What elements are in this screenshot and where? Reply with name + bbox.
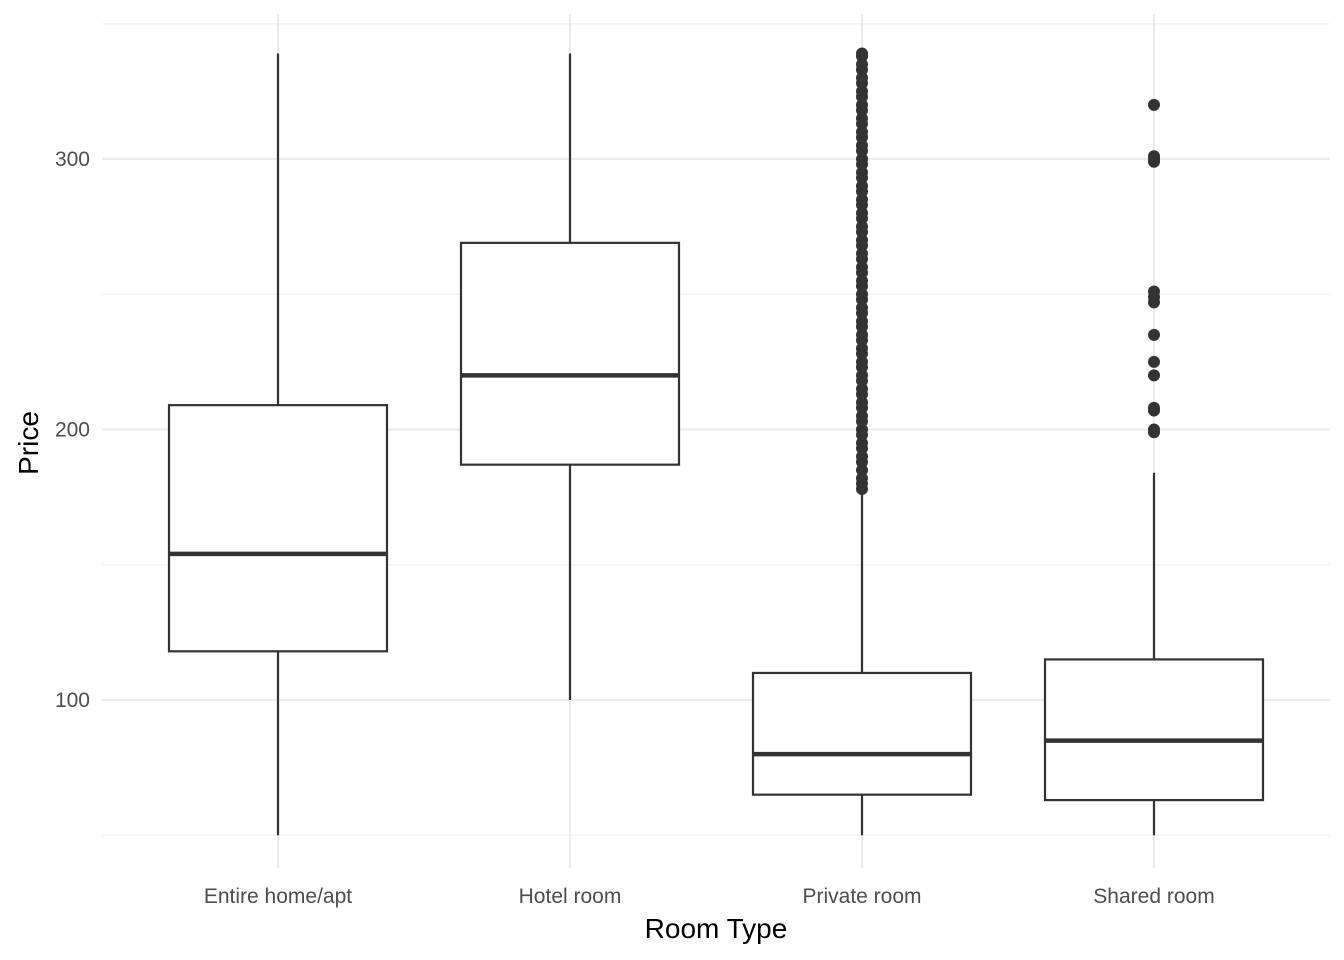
outlier-point — [1148, 355, 1160, 368]
outlier-point — [1148, 98, 1160, 111]
box-hotel-room — [459, 53, 681, 700]
x-tick-label: Shared room — [1093, 885, 1214, 908]
y-tick-label: 300 — [55, 148, 90, 171]
outlier-point — [856, 47, 868, 60]
box-private-room — [751, 47, 973, 836]
iqr-box — [1043, 658, 1265, 802]
outlier-point — [1148, 328, 1160, 341]
x-tick-label: Hotel room — [519, 885, 622, 908]
x-tick-label: Private room — [802, 885, 921, 908]
x-tick-label: Entire home/apt — [204, 885, 352, 908]
box-shared-room — [1043, 98, 1265, 836]
outlier-point — [1148, 150, 1160, 163]
x-axis-ticks: Entire home/apt Hotel room Private room Sha… — [204, 885, 1215, 908]
box-entire-home-apt — [167, 53, 389, 836]
iqr-box — [751, 671, 973, 796]
iqr-box — [459, 241, 681, 466]
iqr-box — [167, 404, 389, 653]
y-axis-title: Price — [13, 411, 44, 475]
y-tick-label: 200 — [55, 419, 90, 442]
outlier-point — [1148, 369, 1160, 382]
outlier-point — [1148, 423, 1160, 436]
x-axis-title: Room Type — [645, 913, 788, 944]
boxes — [167, 47, 1265, 836]
y-axis-ticks: 100 200 300 — [55, 148, 90, 712]
y-tick-label: 100 — [55, 689, 90, 712]
outlier-point — [1148, 285, 1160, 298]
outlier-point — [1148, 401, 1160, 414]
